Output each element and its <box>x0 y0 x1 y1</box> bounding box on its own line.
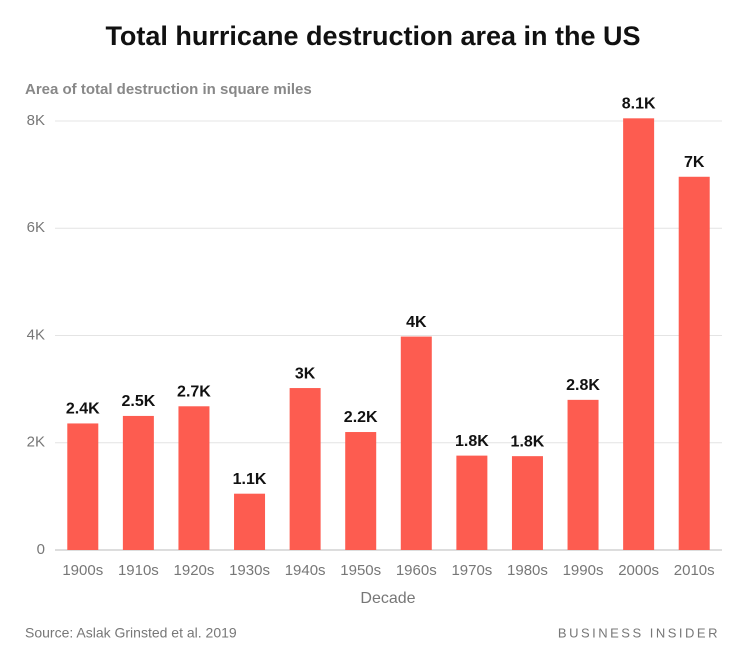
bar <box>178 406 210 550</box>
value-label: 3K <box>295 365 316 382</box>
bar <box>67 423 99 550</box>
y-tick-label: 6K <box>27 219 45 236</box>
x-axis-label: Decade <box>360 590 415 607</box>
x-tick-label: 1910s <box>118 562 159 579</box>
x-tick-label: 1900s <box>62 562 103 579</box>
y-axis-label: Area of total destruction in square mile… <box>25 81 312 98</box>
bar <box>289 388 321 550</box>
bar <box>122 415 154 550</box>
x-tick-label: 2010s <box>674 562 715 579</box>
bar <box>623 118 655 550</box>
x-tick-label: 2000s <box>618 562 659 579</box>
x-tick-label: 1950s <box>340 562 381 579</box>
value-label: 8.1K <box>622 96 656 113</box>
x-tick-label: 1970s <box>451 562 492 579</box>
x-tick-label: 1930s <box>229 562 270 579</box>
value-label: 2.2K <box>344 409 378 426</box>
value-label: 4K <box>406 314 427 331</box>
y-tick-label: 2K <box>27 434 45 451</box>
y-tick-label: 0 <box>37 541 45 558</box>
value-label: 1.8K <box>455 433 489 450</box>
value-label: 2.5K <box>121 393 155 410</box>
bar <box>511 456 543 550</box>
x-tick-label: 1920s <box>174 562 215 579</box>
source: Source: Aslak Grinsted et al. 2019 <box>25 625 237 641</box>
x-tick-label: 1980s <box>507 562 548 579</box>
x-tick-label: 1960s <box>396 562 437 579</box>
bar <box>678 176 710 550</box>
x-tick-label: 1990s <box>563 562 604 579</box>
value-label: 1.8K <box>511 433 545 450</box>
value-label: 2.7K <box>177 384 211 401</box>
value-label: 1.1K <box>233 471 267 488</box>
chart-title: Total hurricane destruction area in the … <box>105 21 640 51</box>
y-tick-label: 8K <box>27 112 45 129</box>
brand: BUSINESS INSIDER <box>558 625 720 640</box>
y-tick-label: 4K <box>27 326 45 343</box>
bar <box>456 455 488 550</box>
bar <box>234 493 266 550</box>
x-tick-label: 1940s <box>285 562 326 579</box>
value-label: 2.4K <box>66 401 100 418</box>
bar <box>345 432 377 550</box>
value-label: 7K <box>684 154 705 171</box>
value-label: 2.8K <box>566 377 600 394</box>
bar <box>400 336 432 550</box>
bar <box>567 399 599 550</box>
